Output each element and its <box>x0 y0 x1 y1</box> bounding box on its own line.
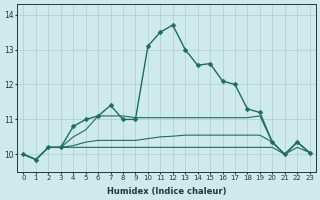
X-axis label: Humidex (Indice chaleur): Humidex (Indice chaleur) <box>107 187 226 196</box>
